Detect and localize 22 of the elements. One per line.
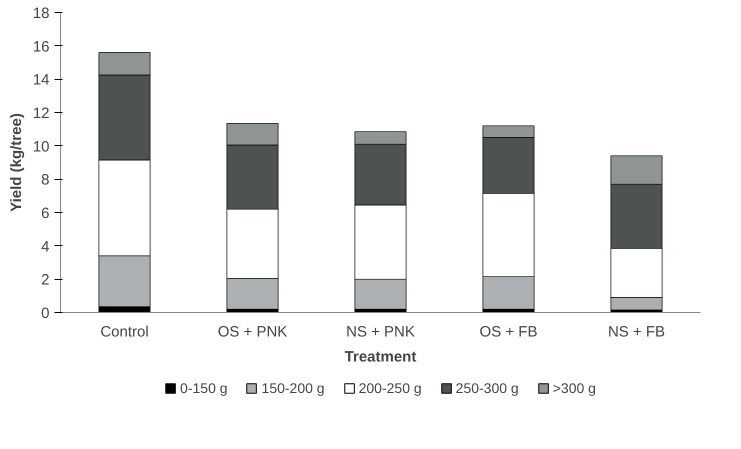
x-tick-label: OS + FB <box>480 324 538 340</box>
y-tick-label: 0 <box>41 305 50 322</box>
legend-label: 0-150 g <box>180 380 228 396</box>
legend-label: 250-300 g <box>456 380 519 396</box>
y-tick-label: 12 <box>32 105 50 122</box>
legend-label: 150-200 g <box>262 380 325 396</box>
y-tick-label: 14 <box>32 72 50 89</box>
x-tick-label: Control <box>100 324 149 340</box>
x-tick-label: OS + PNK <box>218 324 288 340</box>
x-axis-title: Treatment <box>344 348 416 366</box>
y-tick-label: 6 <box>41 205 50 222</box>
x-tick-label: NS + FB <box>608 324 666 340</box>
y-tick-label: 18 <box>32 5 50 22</box>
legend-label: 200-250 g <box>358 380 422 396</box>
y-axis-title: Yield (kg/tree) <box>8 113 25 212</box>
y-tick-label: 2 <box>41 272 50 289</box>
y-tick-label: 8 <box>41 172 50 189</box>
legend-label: >300 g <box>552 380 596 396</box>
x-tick-label: NS + PNK <box>346 324 415 340</box>
y-tick-label: 16 <box>32 38 50 56</box>
y-tick-label: 4 <box>41 238 50 256</box>
y-tick-label: 10 <box>32 138 50 156</box>
